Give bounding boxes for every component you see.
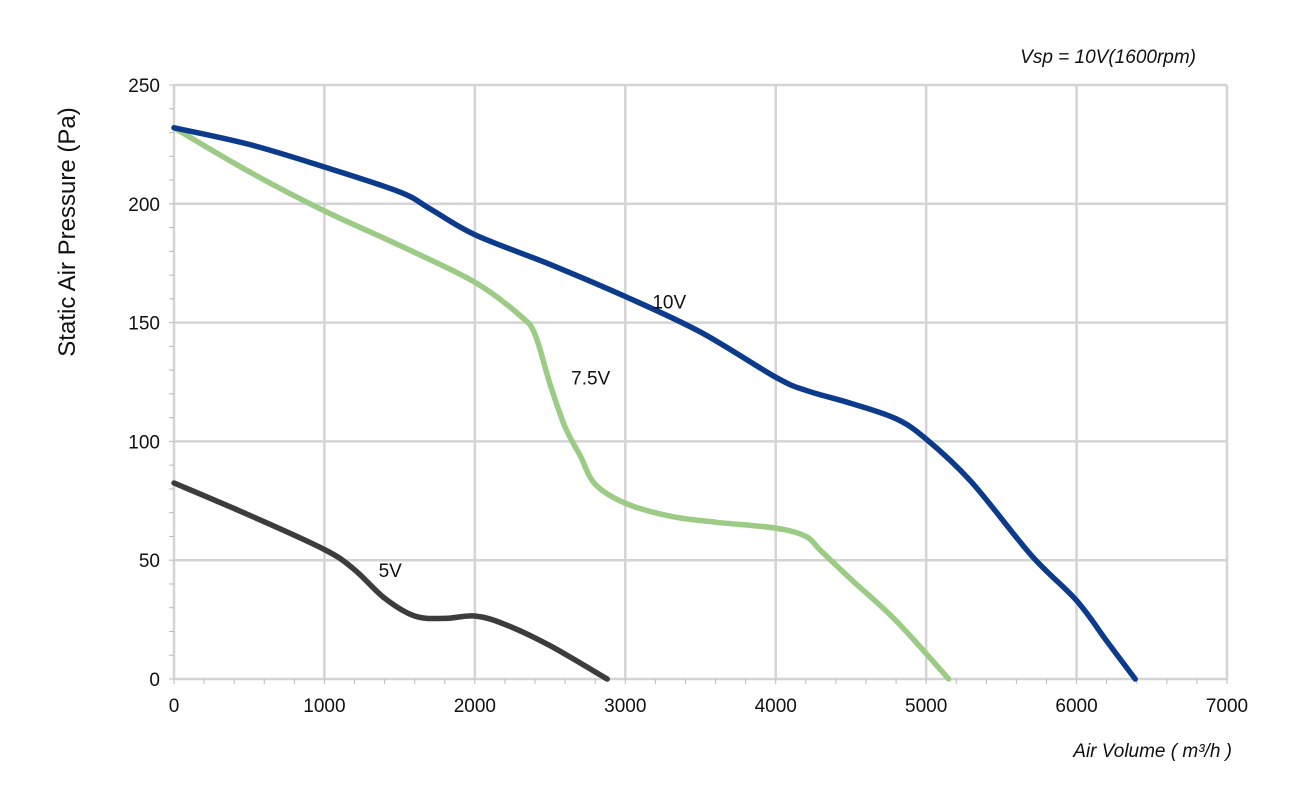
series-label-10v: 10V bbox=[652, 292, 686, 313]
series-line-5v bbox=[171, 480, 610, 682]
x-tick-label: 7000 bbox=[1206, 696, 1248, 717]
x-tick-label: 6000 bbox=[1055, 696, 1097, 717]
y-tick-label: 0 bbox=[149, 670, 160, 691]
y-tick-label: 150 bbox=[128, 314, 160, 335]
x-axis-title: Air Volume ( m³/h ) bbox=[1072, 741, 1232, 762]
x-tick-label: 1000 bbox=[303, 696, 345, 717]
grid-layer bbox=[172, 83, 1229, 681]
label-layer: 10V 7.5V 5V bbox=[379, 292, 687, 581]
series-label-7-5v: 7.5V bbox=[571, 368, 610, 389]
y-tick-label: 250 bbox=[128, 76, 160, 97]
x-tick-label: 0 bbox=[169, 696, 180, 717]
x-tick-label: 4000 bbox=[755, 696, 797, 717]
vsp-annotation: Vsp = 10V(1600rpm) bbox=[1020, 47, 1196, 68]
x-tick-label: 3000 bbox=[604, 696, 646, 717]
x-tick-label: 5000 bbox=[905, 696, 947, 717]
y-axis-title: Static Air Pressure (Pa) bbox=[54, 107, 81, 356]
y-tick-label: 50 bbox=[139, 551, 160, 572]
series-layer bbox=[171, 125, 1138, 682]
series-label-5v: 5V bbox=[379, 561, 403, 582]
y-tick-label: 200 bbox=[128, 195, 160, 216]
series-line-10v bbox=[171, 125, 1138, 682]
axis-layer: 0 50 100 150 200 250 0 1000 2000 3000 4000 5000 6000… bbox=[128, 76, 1248, 717]
y-tick-label: 100 bbox=[128, 432, 160, 453]
x-tick-label: 2000 bbox=[454, 696, 496, 717]
series-line-7-5v bbox=[171, 125, 952, 682]
